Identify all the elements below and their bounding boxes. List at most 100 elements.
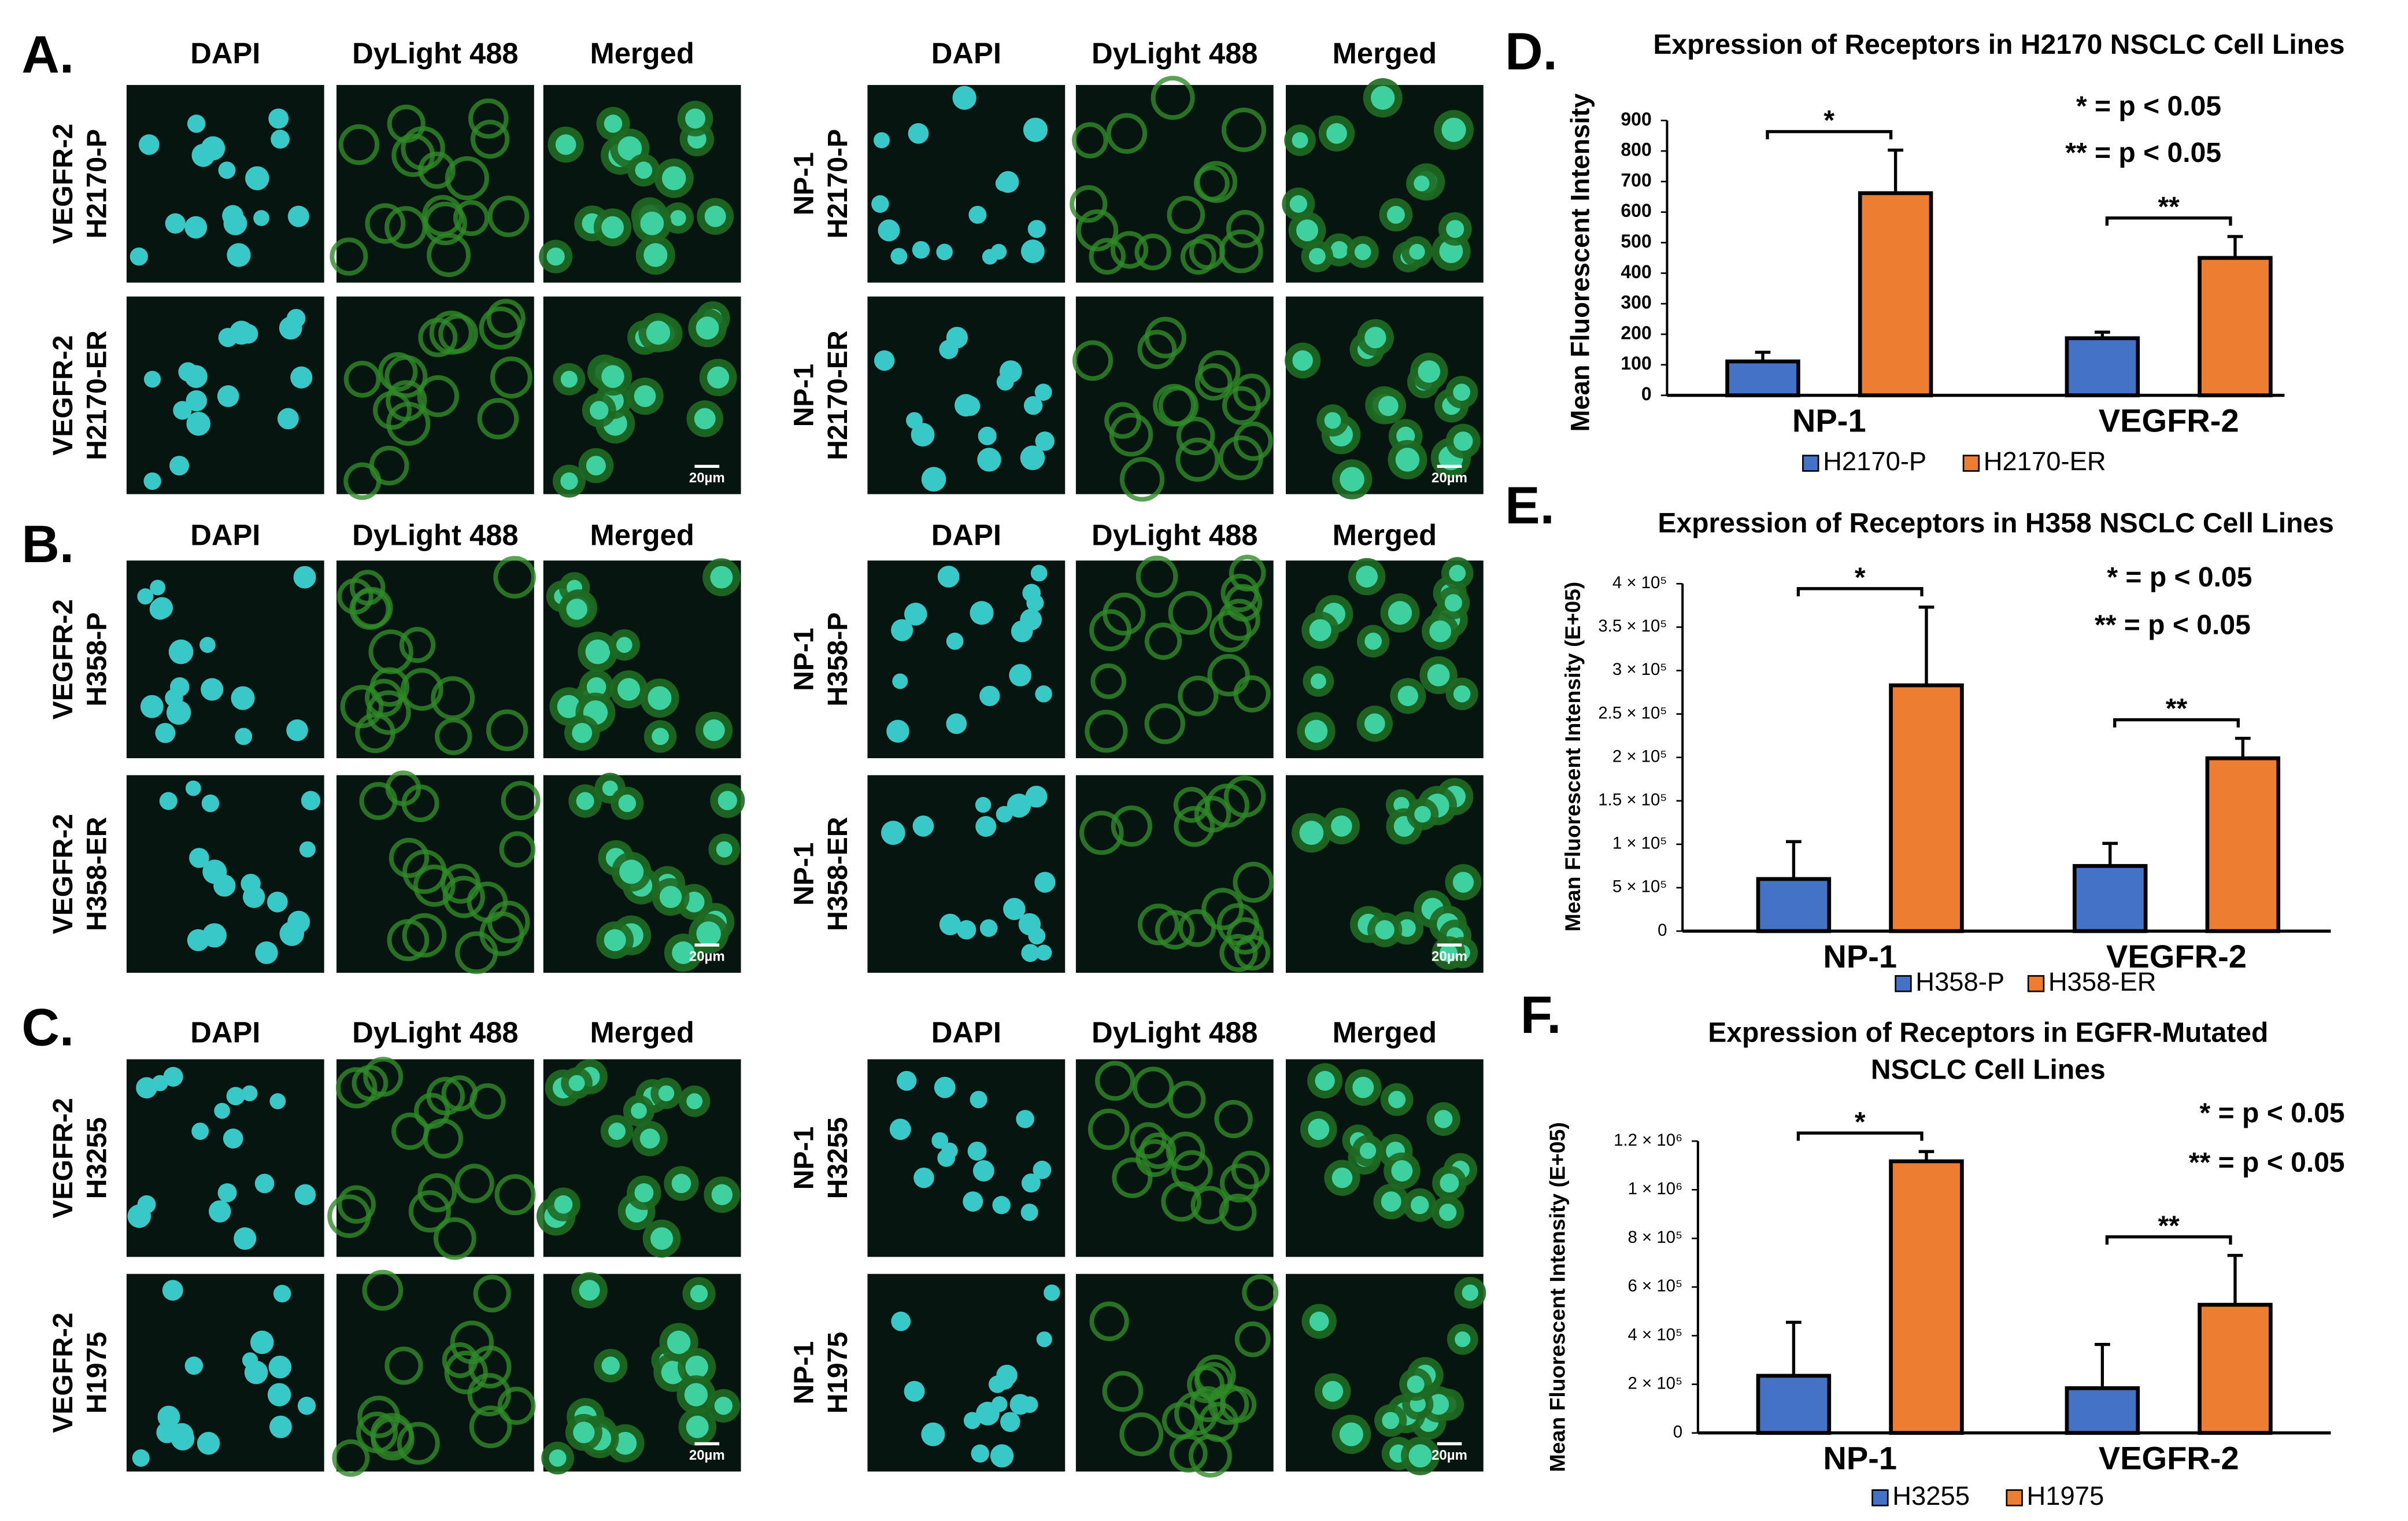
- cell: [970, 1091, 987, 1109]
- row-label: NP-1: [789, 1127, 819, 1190]
- cell: [1304, 719, 1328, 743]
- cell: [1371, 86, 1395, 110]
- y-tick-label: 800: [1621, 139, 1651, 160]
- row-label: VEGFR-2: [48, 335, 79, 455]
- cell: [468, 98, 509, 139]
- cell: [1439, 1203, 1457, 1221]
- cell: [1178, 909, 1216, 947]
- cell: [1381, 1191, 1401, 1212]
- cell: [604, 929, 626, 951]
- cell: [494, 1174, 536, 1216]
- cell: [996, 806, 1013, 823]
- cell: [618, 794, 637, 813]
- cell: [1102, 1371, 1144, 1412]
- cell: [1233, 374, 1271, 411]
- column-header: Merged: [590, 1016, 694, 1049]
- error-bar: [2227, 235, 2243, 258]
- cell: [972, 1160, 994, 1182]
- cell: [1388, 601, 1412, 625]
- cell: [340, 685, 384, 729]
- cell: [250, 1330, 274, 1354]
- cell: [1034, 383, 1052, 401]
- cell: [1079, 810, 1124, 855]
- cell: [1168, 1080, 1206, 1118]
- cell: [634, 385, 656, 407]
- cell: [242, 885, 265, 909]
- cell: [418, 152, 456, 189]
- cell: [1242, 1274, 1279, 1311]
- cell: [1455, 1331, 1471, 1348]
- cell: [290, 366, 313, 389]
- cell: [667, 1330, 691, 1354]
- cell: [1134, 234, 1171, 271]
- row-label: VEGFR-2: [48, 599, 79, 719]
- cell: [1023, 117, 1048, 142]
- y-axis-label: Mean Fluorescent Intensity: [1566, 93, 1595, 431]
- cell: [166, 700, 191, 725]
- cell: [173, 401, 192, 420]
- cell: [229, 320, 254, 345]
- row-label: NP-1: [789, 627, 819, 691]
- cell: [971, 1444, 989, 1463]
- y-tick-label: 0: [1658, 921, 1667, 940]
- cell: [201, 794, 220, 813]
- x-tick-label: NP-1: [1823, 1440, 1897, 1476]
- cell: [648, 686, 672, 710]
- cell: [1187, 1365, 1225, 1404]
- cell: [356, 1411, 398, 1453]
- cell: [1225, 584, 1263, 622]
- row-label: NP-1: [789, 843, 819, 906]
- y-tick-label: 4 × 10⁵: [1628, 1325, 1683, 1344]
- cell: [990, 1444, 1014, 1468]
- y-tick-label: 400: [1621, 261, 1651, 282]
- cell: [384, 1346, 423, 1385]
- cell: [1025, 785, 1048, 808]
- cell: [889, 1118, 911, 1140]
- y-tick-label: 300: [1621, 292, 1651, 313]
- cell: [1444, 594, 1462, 612]
- bar: [1756, 877, 1832, 933]
- cell: [362, 1269, 404, 1311]
- cell: [617, 136, 642, 161]
- cell: [963, 1191, 983, 1212]
- y-axis-label: Mean Fluorescent Intensity (E+05): [1560, 582, 1585, 932]
- cell: [1234, 1321, 1271, 1357]
- cell: [1218, 599, 1260, 641]
- cell: [1190, 1186, 1229, 1224]
- cell: [988, 1375, 1007, 1393]
- cell: [1308, 248, 1326, 265]
- x-tick-label: VEGFR-2: [2099, 402, 2239, 438]
- cell: [970, 601, 994, 625]
- scale-bar-label: 20µm: [689, 949, 725, 965]
- cell: [1331, 815, 1352, 837]
- column-header: Merged: [1333, 1016, 1437, 1049]
- cell: [408, 1190, 451, 1233]
- cell: [1440, 1173, 1459, 1193]
- scale-bar-label: 20µm: [1432, 1448, 1467, 1463]
- cell: [279, 316, 302, 340]
- cell: [490, 356, 532, 399]
- cell: [163, 1066, 183, 1087]
- cell: [493, 556, 536, 599]
- panel-label: F.: [1521, 986, 1562, 1044]
- cell: [1407, 1375, 1425, 1393]
- cell: [1035, 685, 1052, 703]
- cell: [433, 1217, 476, 1260]
- y-tick-label: 1.2 × 10⁶: [1614, 1131, 1682, 1150]
- cell: [975, 796, 992, 813]
- cell: [1194, 363, 1233, 401]
- cell: [1072, 340, 1114, 381]
- cell: [1429, 620, 1451, 643]
- column-header: Merged: [1333, 37, 1437, 70]
- legend-label: H358-P: [1915, 967, 2004, 996]
- cell: [368, 629, 413, 674]
- error-bar: [2235, 736, 2251, 759]
- cell: [617, 678, 641, 701]
- cell: [1140, 1132, 1177, 1169]
- cell: [1410, 1195, 1429, 1214]
- cell: [646, 320, 671, 345]
- cell: [159, 792, 177, 810]
- cell: [1292, 350, 1313, 371]
- cell: [253, 210, 269, 226]
- cell: [1309, 1311, 1329, 1331]
